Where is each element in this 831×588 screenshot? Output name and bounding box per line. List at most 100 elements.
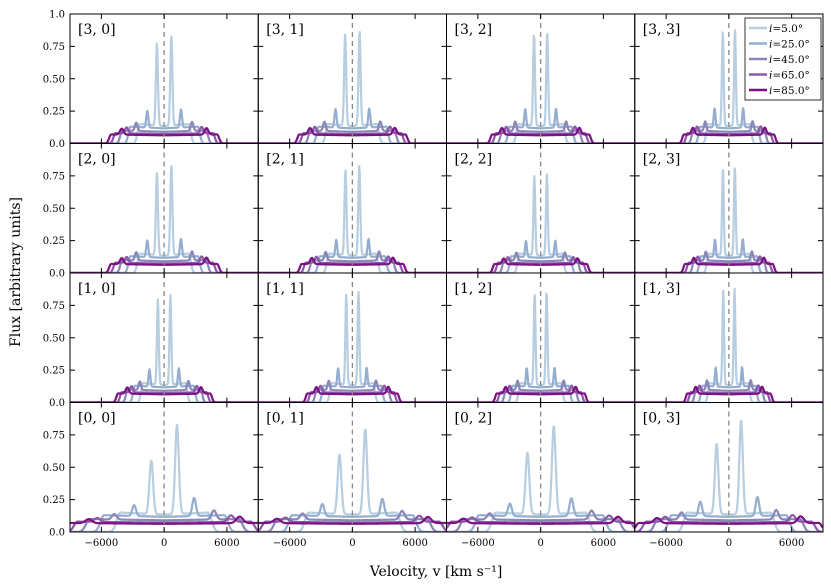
panel-2-1: [2, 1] [257,143,447,274]
panel-plot-area [258,273,447,403]
x-tick-label: −6000 [273,538,307,549]
panel-label: [2, 0] [78,152,116,168]
panel-plot-area [70,14,259,144]
x-tick-label: 0 [726,538,732,549]
legend-entry: i=25.0° [769,39,810,51]
panel-2-0: 0.0 0.25 0.50 0.75 [2, 0] [43,143,259,280]
series-line-250 [258,366,447,403]
legend-entry-value: =5.0° [772,23,803,35]
series-line-250 [70,367,259,403]
panel-grid: 0.0 0.25 0.50 0.75 1.0 [3, 0] [3, 1] [3, 2] [3, … [43,10,824,549]
panel-label: [0, 0] [78,411,116,427]
series-line-250 [446,107,635,144]
panel-1-3: [1, 3] [634,272,824,403]
series-line-250 [446,366,635,403]
y-tick-label: 0.75 [43,171,65,182]
y-tick-label: 0.25 [43,107,65,118]
panel-2-3: [2, 3] [634,143,824,274]
panel-plot-area [446,143,635,273]
y-tick-label: 0.50 [43,74,65,85]
panel-0-2: −6000 0 6000 [0, 2] [446,402,636,549]
y-tick-label: 0.0 [49,269,65,280]
panel-0-0: −6000 0 6000 0.0 0.25 0.50 0.75 [0, 0] [43,402,259,549]
panel-label: [1, 0] [78,281,116,297]
y-tick-label: 0.0 [49,398,65,409]
x-tick-label: −6000 [84,538,118,549]
legend-entry-value: =65.0° [772,70,809,82]
legend-entry: i=85.0° [769,85,810,97]
panel-plot-area [446,402,635,532]
panel-0-3: −6000 0 6000 [0, 3] [634,402,824,549]
legend-entry-symbol: i [769,39,772,51]
y-tick-label: 0.25 [43,236,65,247]
panel-plot-area [70,402,259,532]
series-line-250 [70,237,259,273]
x-tick-label: 0 [349,538,355,549]
panel-2-2: [2, 2] [446,143,636,274]
panel-label: [3, 0] [78,22,116,38]
legend-entry-symbol: i [769,23,772,35]
panel-plot-area [634,273,823,403]
series-line-250 [258,237,447,273]
series-line-250 [634,238,823,273]
legend-entry-symbol: i [769,54,772,66]
panel-1-1: [1, 1] [257,272,447,403]
series-line-250 [634,107,823,144]
x-axis-label: Velocity, v [km s⁻¹] [369,564,503,580]
panel-plot-area [446,273,635,403]
x-tick-label: 6000 [214,538,239,549]
panel-label: [1, 1] [266,281,304,297]
x-tick-label: 6000 [779,538,804,549]
legend-entry-symbol: i [769,85,772,97]
panel-plot-area [258,402,447,532]
legend-entry-value: =25.0° [772,39,809,51]
y-tick-label: 0.0 [49,528,65,539]
panel-label: [0, 1] [266,411,304,427]
panel-plot-area [446,14,635,144]
y-tick-label: 0.50 [43,333,65,344]
legend-entry: i=5.0° [769,23,803,35]
legend-entry-value: =85.0° [772,85,809,97]
x-tick-label: 6000 [402,538,427,549]
legend-entry: i=65.0° [769,70,810,82]
y-axis-label: Flux [arbitrary units] [8,197,24,347]
series-line-250 [634,366,823,403]
panel-label: [3, 1] [266,22,304,38]
panel-label: [2, 1] [266,152,304,168]
panel-3-2: [3, 2] [446,13,636,144]
x-tick-label: 0 [537,538,543,549]
series-line-250 [70,108,259,144]
legend-entry: i=45.0° [769,54,810,66]
y-tick-label: 1.0 [49,10,65,21]
panel-label: [0, 3] [643,411,681,427]
panel-plot-area [258,143,447,273]
panel-plot-area [70,273,259,403]
y-tick-label: 0.25 [43,495,65,506]
panel-label: [0, 2] [455,411,493,427]
legend-entry-value: =45.0° [772,54,809,66]
panel-label: [3, 3] [643,22,681,38]
y-tick-label: 0.75 [43,42,65,53]
legend-entry-symbol: i [769,70,772,82]
y-tick-label: 0.75 [43,430,65,441]
panel-plot-area [634,143,823,273]
x-tick-label: 0 [161,538,167,549]
panel-label: [3, 2] [455,22,493,38]
y-tick-label: 0.75 [43,301,65,312]
panel-label: [1, 2] [455,281,493,297]
x-tick-label: −6000 [461,538,495,549]
panel-plot-area [634,402,823,532]
panel-3-1: [3, 1] [257,13,447,144]
panel-label: [1, 3] [643,281,681,297]
y-tick-label: 0.50 [43,204,65,215]
panel-0-1: −6000 0 6000 [0, 1] [257,402,447,549]
legend-frame [744,17,822,101]
panel-1-0: 0.0 0.25 0.50 0.75 [1, 0] [43,272,259,409]
y-tick-label: 0.50 [43,463,65,474]
panel-plot-area [634,14,823,144]
series-line-250 [446,239,635,273]
y-tick-label: 0.0 [49,139,65,150]
series-line-250 [258,107,447,144]
panel-1-2: [1, 2] [446,272,636,403]
